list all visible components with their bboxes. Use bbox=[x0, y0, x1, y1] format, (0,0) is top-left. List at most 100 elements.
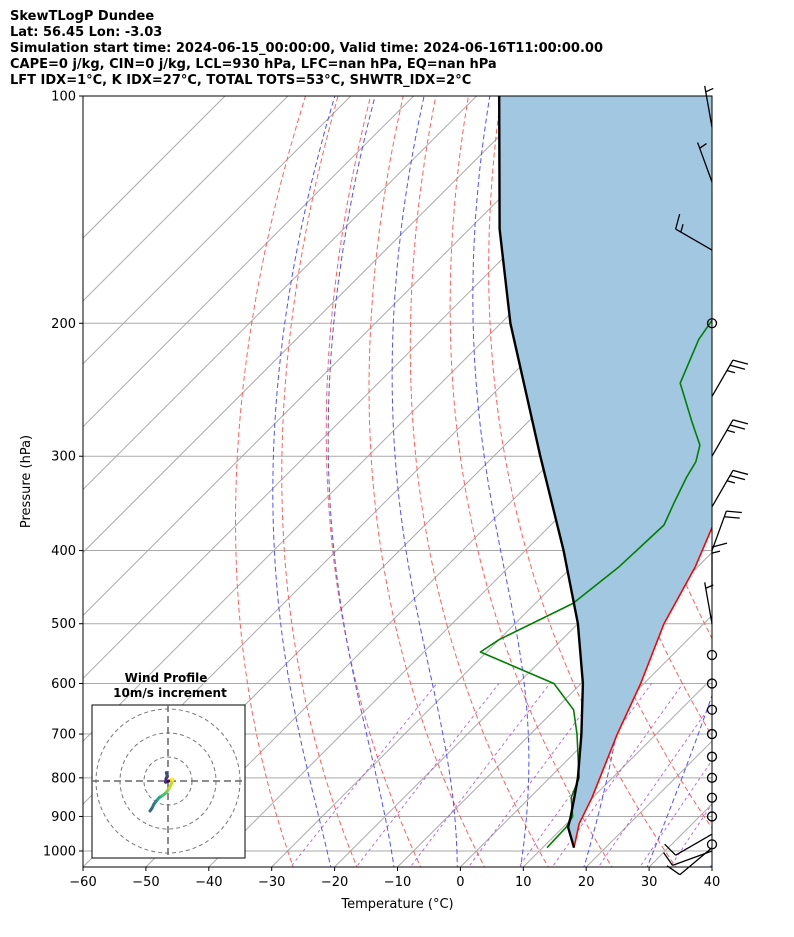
calm-wind-circle bbox=[706, 728, 718, 740]
wind-barb-shaft bbox=[711, 470, 734, 508]
wind-barbs bbox=[663, 85, 749, 876]
wind-barb-half-flag bbox=[705, 87, 714, 93]
isotherm-line bbox=[83, 96, 352, 365]
wind-barb-flag bbox=[674, 213, 681, 230]
wind-barb bbox=[711, 542, 728, 590]
wind-barb bbox=[663, 850, 713, 866]
wind-barb-shaft bbox=[711, 419, 734, 457]
x-tick-label: −30 bbox=[258, 875, 285, 890]
wind-barb-flag bbox=[732, 359, 749, 365]
dry-adiabat bbox=[409, 96, 549, 867]
y-tick-label: 400 bbox=[51, 544, 76, 559]
wind-barb-flag bbox=[663, 852, 674, 866]
wind-barb bbox=[697, 142, 713, 183]
moist-adiabat bbox=[472, 96, 530, 867]
isotherm-line bbox=[585, 740, 712, 867]
isotherm-line bbox=[522, 677, 712, 867]
calm-wind-circle bbox=[706, 704, 718, 715]
calm-wind-circle bbox=[706, 839, 718, 850]
wind-barb-half-flag bbox=[680, 224, 684, 233]
y-tick-label: 700 bbox=[51, 728, 76, 743]
wind-barb-flag bbox=[664, 843, 677, 856]
mixing-ratio-line bbox=[551, 683, 684, 867]
wind-barb bbox=[711, 359, 749, 397]
x-tick-label: 30 bbox=[641, 875, 658, 890]
wind-barb bbox=[711, 419, 749, 457]
wind-barb bbox=[711, 469, 749, 508]
x-tick-label: −60 bbox=[69, 875, 96, 890]
dry-adiabat bbox=[281, 96, 358, 867]
calm-wind-circle bbox=[706, 772, 718, 783]
isotherm-line bbox=[83, 96, 226, 239]
wind-barb-half-flag bbox=[699, 143, 707, 149]
moist-adiabat bbox=[709, 862, 712, 867]
calm-wind-circle bbox=[706, 678, 718, 689]
calm-wind-circle bbox=[706, 751, 718, 762]
hodograph-plot-area bbox=[92, 705, 245, 858]
calm-wind-circle bbox=[706, 792, 718, 803]
wind-barb-half-flag bbox=[726, 480, 736, 484]
x-tick-label: 10 bbox=[515, 875, 532, 890]
y-tick-label: 300 bbox=[51, 450, 76, 465]
hodograph-trace-segment bbox=[164, 771, 169, 778]
y-tick-label: 200 bbox=[51, 317, 76, 332]
wind-barb-flag bbox=[729, 474, 746, 481]
hodograph-title: Wind Profile bbox=[125, 671, 208, 685]
mixing-ratio-line bbox=[669, 803, 712, 867]
calm-wind-circle bbox=[706, 318, 718, 329]
moist-adiabat bbox=[327, 96, 395, 867]
dry-adiabat bbox=[762, 96, 794, 870]
wind-barb-flag bbox=[666, 865, 681, 876]
wind-barb-shaft bbox=[679, 847, 713, 876]
wind-barb-flag bbox=[729, 424, 746, 430]
cin-shaded-area bbox=[499, 96, 712, 848]
calm-wind-circle bbox=[706, 649, 718, 661]
moist-adiabat bbox=[646, 693, 712, 867]
wind-barb-shaft bbox=[711, 359, 734, 397]
hodograph-subtitle: 10m/s increment bbox=[113, 686, 227, 700]
y-tick-label: 1000 bbox=[43, 845, 76, 860]
mixing-ratio-line bbox=[409, 683, 551, 867]
dry-adiabat bbox=[368, 96, 486, 867]
wind-barb-flag bbox=[732, 469, 749, 476]
profile-lines bbox=[479, 96, 712, 849]
wind-barb-flag bbox=[724, 516, 740, 519]
chart-title-block: SkewTLogP Dundee Lat: 56.45 Lon: -3.03 S… bbox=[10, 9, 603, 89]
y-tick-label: 500 bbox=[51, 617, 76, 632]
mixing-ratio-line bbox=[639, 759, 712, 867]
wind-barb-half-flag bbox=[726, 369, 736, 374]
isotherm-line bbox=[333, 488, 712, 867]
wind-barb-shaft bbox=[675, 833, 713, 856]
dry-adiabat bbox=[325, 96, 422, 867]
wind-barb-flag bbox=[729, 364, 746, 370]
title-line-station: SkewTLogP Dundee bbox=[10, 9, 155, 24]
x-tick-label: 20 bbox=[578, 875, 595, 890]
wind-barb-flag bbox=[726, 510, 742, 514]
calm-wind-circle bbox=[706, 811, 718, 822]
mixing-ratio-line bbox=[355, 683, 500, 867]
y-tick-label: 900 bbox=[51, 810, 76, 825]
wind-barb-shaft bbox=[675, 228, 713, 251]
x-tick-label: 0 bbox=[456, 875, 464, 890]
isotherm-line bbox=[83, 96, 289, 302]
isotherm-line bbox=[83, 96, 541, 554]
isotherm-line bbox=[83, 96, 478, 491]
wind-barb-half-flag bbox=[711, 550, 721, 554]
y-axis-label: Pressure (hPa) bbox=[19, 435, 34, 528]
mixing-ratio-line bbox=[467, 683, 605, 867]
wind-barb-flag bbox=[732, 419, 749, 425]
wind-barb-shaft bbox=[711, 510, 727, 551]
wind-barb-flag bbox=[711, 542, 728, 548]
wind-barb-shaft bbox=[704, 582, 713, 624]
title-line-cape: CAPE=0 j/kg, CIN=0 j/kg, LCL=930 hPa, LF… bbox=[10, 57, 497, 72]
mixing-ratio-line bbox=[597, 702, 712, 867]
title-line-location: Lat: 56.45 Lon: -3.03 bbox=[10, 25, 163, 40]
dry-adiabat bbox=[235, 96, 306, 867]
isotherm-line bbox=[83, 96, 415, 428]
temperature-profile-line bbox=[573, 525, 712, 848]
y-tick-label: 600 bbox=[51, 677, 76, 692]
dry-adiabat bbox=[729, 96, 794, 870]
wind-barb-shaft bbox=[704, 85, 713, 128]
